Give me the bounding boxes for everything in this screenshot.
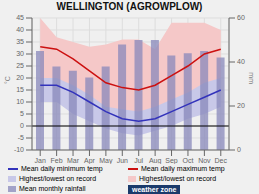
html-text:Highest/lowest on record: Highest/lowest on record	[139, 175, 216, 182]
svg-text:Jan: Jan	[35, 157, 46, 164]
svg-text:35: 35	[16, 38, 24, 45]
svg-text:°C: °C	[8, 76, 11, 84]
svg-text:45: 45	[16, 14, 24, 21]
svg-text:Sep: Sep	[165, 157, 178, 164]
svg-text:Jul: Jul	[134, 157, 143, 164]
svg-text:mm: mm	[248, 72, 251, 84]
svg-text:Jun: Jun	[117, 157, 128, 164]
svg-text:Mar: Mar	[67, 157, 80, 164]
svg-text:30: 30	[16, 50, 24, 57]
html-text:Highest/lowest on record: Highest/lowest on record	[19, 175, 96, 182]
svg-text:20: 20	[16, 74, 24, 81]
svg-text:40: 40	[237, 58, 245, 65]
svg-text:40: 40	[16, 26, 24, 33]
svg-text:0: 0	[20, 122, 24, 129]
html-text:weather zone: weather zone	[132, 185, 177, 193]
svg-text:20: 20	[237, 102, 245, 109]
svg-text:Aug: Aug	[149, 157, 162, 164]
svg-text:May: May	[99, 157, 113, 164]
svg-text:0: 0	[237, 146, 241, 153]
html-text:Mean monthly rainfall: Mean monthly rainfall	[19, 185, 86, 192]
svg-text:-5: -5	[18, 134, 24, 141]
svg-text:25: 25	[16, 62, 24, 69]
svg-text:Oct: Oct	[183, 157, 194, 164]
svg-text:15: 15	[16, 86, 24, 93]
html-text:WELLINGTON (AGROWPLOW): WELLINGTON (AGROWPLOW)	[56, 1, 203, 12]
html-text:Mean daily minimum temp: Mean daily minimum temp	[21, 165, 103, 172]
svg-text:Feb: Feb	[51, 157, 63, 164]
svg-text:Nov: Nov	[198, 157, 211, 164]
svg-text:Apr: Apr	[84, 157, 96, 164]
svg-text:Dec: Dec	[215, 157, 228, 164]
html-text:Mean daily maximum temp: Mean daily maximum temp	[141, 165, 225, 172]
svg-text:10: 10	[16, 98, 24, 105]
svg-text:60: 60	[237, 14, 245, 21]
svg-text:5: 5	[20, 110, 24, 117]
svg-text:-10: -10	[14, 146, 24, 153]
